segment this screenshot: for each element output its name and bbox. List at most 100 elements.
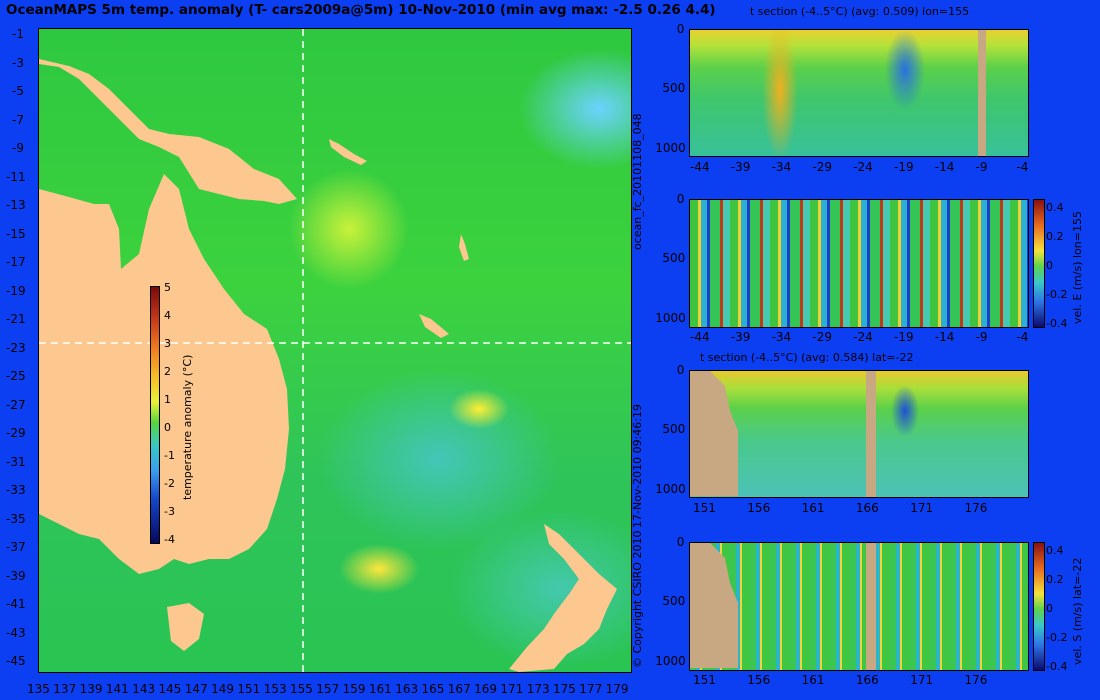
panel-y-tick: 500 (662, 81, 686, 95)
temperature-colorbar (150, 286, 160, 544)
panel-y-tick: 500 (662, 594, 686, 608)
cbar-tick: 2 (164, 365, 171, 378)
velocity-cbar-tick: -0.2 (1046, 631, 1068, 644)
velocity-cbar-tick: 0.2 (1046, 573, 1064, 586)
landmass-solomon-islands (329, 139, 367, 165)
latitude-tick: -35 (6, 511, 26, 526)
panel-x-tick: -4 (1016, 330, 1029, 344)
panel-y-tick: 1000 (655, 311, 686, 325)
map-overlay (39, 29, 631, 672)
landmass-tasmania (167, 603, 204, 651)
longitude-tick: 171 (500, 682, 524, 696)
panel3-land (690, 371, 738, 496)
panel-x-tick: -4 (1016, 160, 1029, 174)
panel-y-tick: 1000 (655, 141, 686, 155)
panel-x-tick: 161 (801, 673, 825, 687)
cbar-tick: -1 (164, 449, 175, 462)
landmass-new-guinea (39, 59, 297, 204)
cbar-tick: 3 (164, 337, 171, 350)
panel-x-tick: -29 (812, 330, 832, 344)
velocity-cbar-tick: -0.2 (1046, 288, 1068, 301)
cbar-tick: -4 (164, 533, 175, 546)
latitude-tick: -9 (12, 141, 24, 155)
panel-x-tick: 166 (855, 501, 879, 515)
latitude-tick: -27 (6, 397, 26, 412)
panel-y-tick: 500 (662, 422, 686, 436)
panel-x-tick: 151 (693, 673, 716, 687)
panel-y-tick: 0 (676, 363, 685, 377)
forecast-id: ocean_fc_20101108_048 (631, 113, 644, 250)
cbar-tick: 5 (164, 281, 171, 294)
longitude-tick: 151 (237, 682, 261, 696)
latitude-tick: -7 (12, 112, 24, 127)
panel-x-tick: 176 (964, 501, 988, 515)
panel2-colorbar-label: vel. E (m/s) lon=155 (1071, 211, 1084, 324)
longitude-tick: 165 (421, 682, 445, 696)
copyright-text: © Copyright CSIRO 2010 (631, 530, 644, 668)
panel-vel-s-lat22[interactable] (689, 542, 1029, 671)
panel-t-section-lon155[interactable] (689, 29, 1029, 157)
panel-y-tick: 500 (662, 251, 686, 265)
panel-x-tick: -44 (690, 160, 710, 174)
panel-x-tick: -39 (730, 160, 751, 174)
latitude-tick: -19 (6, 283, 26, 298)
latitude-tick: -31 (6, 454, 26, 469)
panel-x-tick: -14 (934, 330, 955, 344)
longitude-tick: 173 (526, 682, 550, 696)
panel-x-tick: 156 (747, 501, 771, 515)
temperature-anomaly-map[interactable] (38, 28, 632, 673)
latitude-tick: -29 (6, 426, 26, 440)
velocity-cbar-tick: 0.4 (1046, 544, 1064, 557)
cbar-tick: 1 (164, 393, 171, 406)
panel-x-tick: -19 (894, 160, 914, 174)
panel-t-section-lat22[interactable] (689, 370, 1029, 498)
landmass-new-zealand (509, 524, 617, 672)
velocity-cbar-tick: 0 (1046, 259, 1053, 272)
longitude-tick: 155 (290, 682, 313, 696)
longitude-tick: 153 (263, 682, 287, 696)
panel-x-tick: 151 (693, 501, 716, 515)
landmass-vanuatu (459, 234, 469, 261)
panel3-title: t section (-4..5°C) (avg: 0.584) lat=-22 (700, 351, 914, 364)
panel-x-tick: -19 (894, 330, 914, 344)
longitude-tick: 149 (211, 682, 234, 696)
panel-x-tick: -14 (934, 160, 955, 174)
latitude-tick: -1 (12, 27, 24, 41)
panel-y-tick: 0 (676, 22, 685, 36)
latitude-tick: -33 (6, 483, 26, 497)
panel-x-tick: -39 (730, 330, 751, 344)
panel-vel-e-lon155[interactable] (689, 199, 1029, 328)
panel-x-tick: 171 (910, 673, 934, 687)
landmass-australia (39, 174, 289, 574)
longitude-tick: 145 (158, 682, 182, 696)
latitude-tick: -5 (12, 84, 24, 98)
panel-y-tick: 0 (676, 192, 685, 206)
cbar-tick: 4 (164, 309, 171, 322)
latitude-tick: -41 (6, 597, 26, 611)
latitude-tick: -37 (6, 540, 26, 554)
latitude-tick: -39 (6, 568, 26, 583)
latitude-tick: -11 (6, 169, 26, 184)
latitude-tick: -17 (6, 255, 26, 269)
latitude-tick: -21 (6, 312, 26, 326)
longitude-tick: 175 (553, 682, 576, 696)
velocity-cbar-tick: 0.2 (1046, 230, 1064, 243)
generation-timestamp: 17-Nov-2010 09:46:19 (631, 403, 644, 528)
cbar-tick: -2 (164, 477, 175, 490)
panel-y-tick: 1000 (655, 654, 686, 668)
velocity-cbar-tick: -0.4 (1046, 660, 1068, 673)
panel4-land (690, 543, 738, 668)
cbar-tick: 0 (164, 421, 171, 434)
panel-x-tick: -24 (853, 330, 873, 344)
panel-x-tick: 176 (964, 673, 988, 687)
panel-x-tick: 156 (747, 673, 771, 687)
colorbar-label: temperature anomaly (°C) (181, 354, 194, 500)
longitude-tick: 161 (368, 682, 392, 696)
longitude-tick: 159 (342, 682, 366, 696)
panel-x-tick: -9 (975, 330, 988, 344)
latitude-tick: -23 (6, 340, 26, 355)
latitude-tick: -25 (6, 369, 26, 383)
panel4-colorbar-label: vel. S (m/s) lat=-22 (1071, 557, 1084, 665)
latitude-tick: -15 (6, 226, 26, 241)
map-title: OceanMAPS 5m temp. anomaly (T- cars2009a… (6, 2, 716, 18)
